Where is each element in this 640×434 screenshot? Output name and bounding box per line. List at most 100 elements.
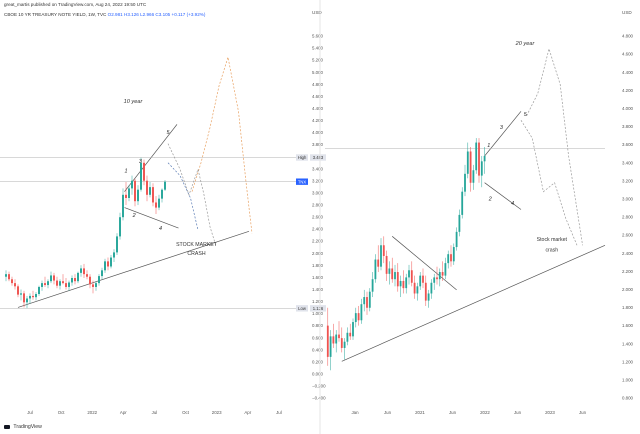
chart1-candle-body [416, 286, 419, 294]
chart0-y-tick: 4.800 [312, 82, 324, 87]
chart1-candle-body [475, 142, 478, 171]
chart0-candle-body [17, 286, 19, 295]
chart0-trendline [191, 57, 253, 234]
chart0-candle-body [95, 283, 97, 287]
chart1-candle-body [366, 297, 368, 308]
chart1-wave-label: 3 [500, 125, 503, 131]
chart1-candle-body [450, 254, 452, 262]
chart1-y-tick: 1.400 [622, 341, 634, 346]
chart0-x-tick: 2023 [212, 410, 222, 415]
chart1-annotation-text: crash [545, 248, 558, 254]
chart0-y-tick: 1.200 [312, 299, 324, 304]
chart0-candle-body [122, 194, 124, 218]
chart0-annotation-text: CRASH [187, 251, 205, 257]
chart0-y-tick: 3.800 [312, 142, 324, 147]
chart0-price-tag-value-box [310, 305, 326, 312]
chart0-y-tick: 5.400 [312, 46, 324, 51]
chart0-candle-body [149, 187, 151, 195]
chart1-candle-body [438, 272, 441, 280]
chart0-y-unit: USD [312, 10, 322, 15]
chart1-wave-label: 1 [487, 143, 490, 149]
chart0-y-tick: 3.200 [312, 178, 324, 183]
chart1-y-tick: 3.600 [622, 142, 634, 147]
chart0-candle-body [77, 272, 79, 282]
chart0-candle-body [140, 162, 142, 190]
chart0-candle-body [98, 276, 100, 284]
chart1-y-tick: 2.000 [622, 287, 634, 292]
chart1-candle-body [433, 277, 436, 283]
chart0-y-tick: 5.200 [312, 58, 324, 63]
chart0-candle-body [71, 278, 73, 283]
chart0-trendline [167, 143, 217, 247]
chart1-candle-body [405, 277, 408, 289]
chart0-y-tick: 4.200 [312, 118, 324, 123]
chart1-candle-body [427, 293, 430, 301]
chart1-candle-body [430, 282, 433, 294]
chart1-candle-body [352, 322, 354, 337]
chart0-candle-body [62, 281, 64, 284]
chart0-wave-label: 1 [125, 168, 128, 174]
chart1-candle-body [377, 259, 380, 267]
chart0-candle-body [125, 194, 127, 198]
chart0-candle-body [110, 257, 112, 267]
chart0-x-tick: Oct [182, 410, 190, 415]
chart0-y-tick: −0.400 [312, 396, 326, 401]
chart1-candle-body [326, 325, 329, 357]
chart1-y-tick: 4.000 [622, 106, 634, 111]
chart1-candle-body [385, 255, 388, 274]
chart0-candle-body [14, 283, 16, 287]
chart0-candle-body [44, 283, 46, 286]
chart0-price-tag-high [296, 154, 308, 161]
chart0-y-tick: −0.200 [312, 384, 326, 389]
chart1-candle-body [436, 277, 438, 280]
chart1-candle-body [478, 142, 480, 176]
chart0-y-tick: 0.600 [312, 335, 324, 340]
chart1-candle-body [349, 332, 352, 337]
chart0-candle-body [158, 198, 160, 208]
chart1-candle-body [332, 336, 335, 344]
chart1-y-tick: 1.800 [622, 305, 634, 310]
chart1-candle-body [480, 161, 483, 176]
chart1-candle-body [464, 173, 466, 192]
chart1-candle-body [374, 259, 377, 280]
chart1-wave-label: 5 [524, 112, 528, 118]
chart1-trendline [520, 120, 578, 246]
chart0-candle-body [131, 180, 133, 189]
chart1-y-tick: 3.000 [622, 197, 634, 202]
chart1-y-tick: 4.200 [622, 88, 634, 93]
chart0-trendline [124, 207, 179, 229]
chart0-candle-body [74, 278, 76, 282]
chart1-candle-body [343, 341, 346, 348]
tradingview-logo-icon [4, 424, 10, 429]
chart0-candle-body [104, 261, 106, 271]
chart0-candle-body [83, 268, 85, 275]
chart1-candle-body [483, 155, 486, 162]
chart1-candle-body [455, 231, 458, 248]
chart1-candle-body [360, 304, 363, 321]
chart1-candle-body [441, 272, 444, 276]
chart1-annotation-text: Stock market [537, 237, 568, 243]
chart0-price-tag-label: High [298, 155, 307, 160]
chart1-trendline [341, 244, 606, 362]
chart1-trendline [526, 47, 583, 246]
chart1-candle-body [335, 334, 338, 344]
chart1-candle-body [382, 245, 385, 256]
chart0-wave-label: 5 [167, 130, 171, 136]
chart0-x-tick: Jul [152, 410, 158, 415]
chart1-candle-body [391, 268, 394, 280]
chart0-price-tag-value: 3.483 [313, 155, 324, 160]
chart0-x-tick: Apr [244, 410, 251, 415]
chart1-y-tick: 4.400 [622, 70, 634, 75]
chart1-candle-body [444, 263, 447, 276]
chart1-candle-body [402, 280, 405, 289]
chart0-trendline [124, 124, 178, 192]
chart1-candle-body [371, 279, 374, 292]
chart1-candle-body [466, 151, 469, 174]
chart1-y-tick: 2.400 [622, 251, 634, 256]
chart0-candle-body [5, 274, 7, 277]
chart0-candle-body [119, 217, 121, 237]
chart0-candle-body [86, 274, 88, 277]
chart1-candle-body [399, 280, 402, 287]
chart0-candle-body [56, 280, 58, 286]
chart0-candle-body [116, 236, 118, 253]
